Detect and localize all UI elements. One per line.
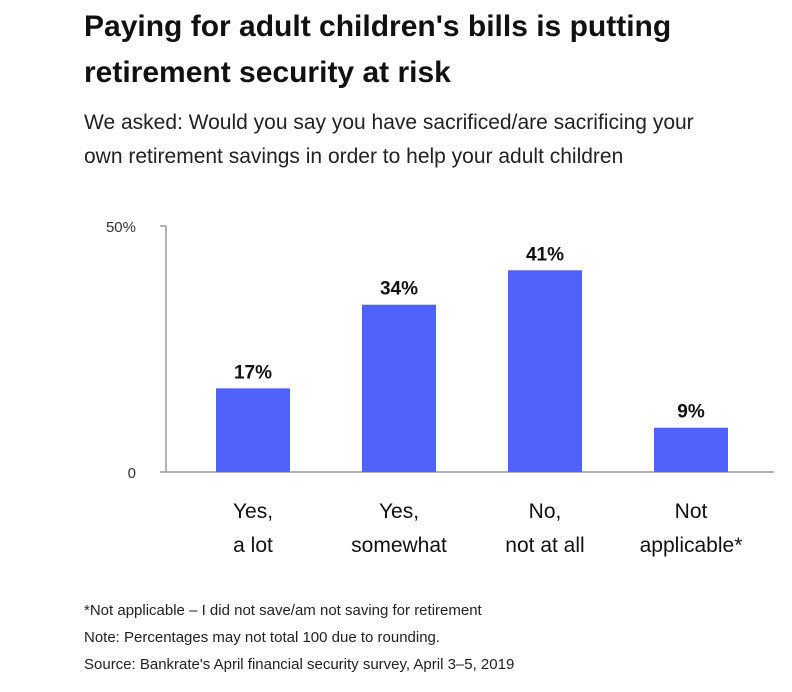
chart-title: Paying for adult children's bills is put… [84,4,784,96]
rounding-note: Note: Percentages may not total 100 due … [84,629,441,646]
data-label-1: 17% [234,362,272,383]
data-label-3: 41% [526,244,564,265]
data-label-2: 34% [380,279,418,300]
bar-3 [508,270,582,472]
x-tick-label-1-line-2: a lot [233,534,273,557]
source-note: Source: Bankrate's April financial secur… [84,656,515,673]
x-tick-label-4-line-2: applicable* [640,534,743,557]
x-tick-label-3-line-1: No, [529,500,562,523]
chart-title-line-2: retirement security at risk [84,56,451,89]
bar-1 [216,388,290,472]
bar-2 [362,304,436,472]
x-tick-label-2-line-1: Yes, [379,500,419,523]
chart-title-line-1: Paying for adult children's bills is put… [84,10,672,43]
bar-chart: 0 50% 17% Yes, a lot 34% Yes, somewhat 41% No, not… [106,219,774,557]
chart-subtitle-line-2: own retirement savings in order to help … [84,145,624,168]
not-applicable-footnote: *Not applicable – I did not save/am not … [84,602,482,619]
x-tick-label-2-line-2: somewhat [351,534,447,557]
y-tick-label-50: 50% [106,219,136,236]
footnotes: *Not applicable – I did not save/am not … [84,597,784,678]
chart-subtitle-line-1: We asked: Would you say you have sacrifi… [84,111,694,134]
data-label-4: 9% [677,402,705,423]
bar-4 [654,427,728,472]
x-tick-label-4-line-1: Not [675,500,708,523]
chart-subtitle: We asked: Would you say you have sacrifi… [84,106,784,174]
x-tick-label-3-line-2: not at all [505,534,584,557]
y-tick-label-0: 0 [128,465,136,482]
x-tick-label-1-line-1: Yes, [233,500,273,523]
